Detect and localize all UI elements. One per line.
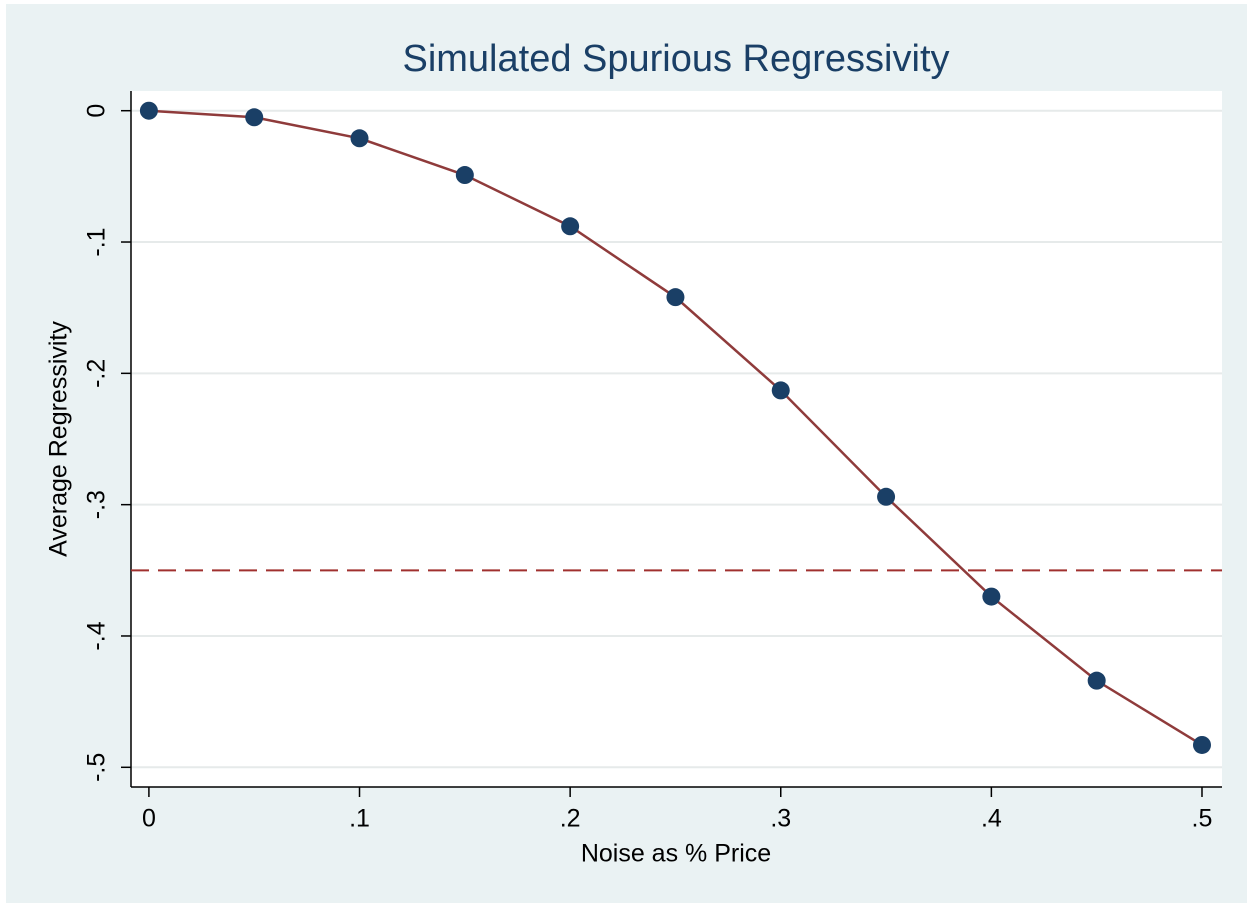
data-point (455, 166, 474, 185)
y-tick-label: -.3 (83, 490, 111, 519)
y-tick-label: -.5 (83, 753, 111, 782)
x-tick-label: .3 (770, 805, 791, 833)
chart-title: Simulated Spurious Regressivity (402, 38, 949, 80)
x-tick-label: .5 (1192, 805, 1213, 833)
data-point (666, 288, 685, 307)
data-point (1192, 735, 1211, 754)
x-tick-label: 0 (142, 805, 156, 833)
y-tick-label: -.2 (83, 359, 111, 388)
x-axis-label: Noise as % Price (581, 840, 771, 868)
plot-area (131, 91, 1222, 787)
data-point (771, 381, 790, 400)
x-tick-label: .4 (981, 805, 1002, 833)
x-tick-label: .2 (560, 805, 581, 833)
x-tick-label: .1 (349, 805, 370, 833)
y-tick-label: 0 (83, 104, 111, 118)
y-axis-label: Average Regressivity (45, 321, 73, 557)
data-point (139, 101, 158, 120)
data-point (245, 108, 264, 127)
data-point (561, 217, 580, 236)
data-point (1087, 671, 1106, 690)
data-point (982, 587, 1001, 606)
data-point (877, 487, 896, 506)
data-point (350, 129, 369, 148)
y-tick-label: -.4 (83, 621, 111, 650)
y-tick-label: -.1 (83, 227, 111, 256)
